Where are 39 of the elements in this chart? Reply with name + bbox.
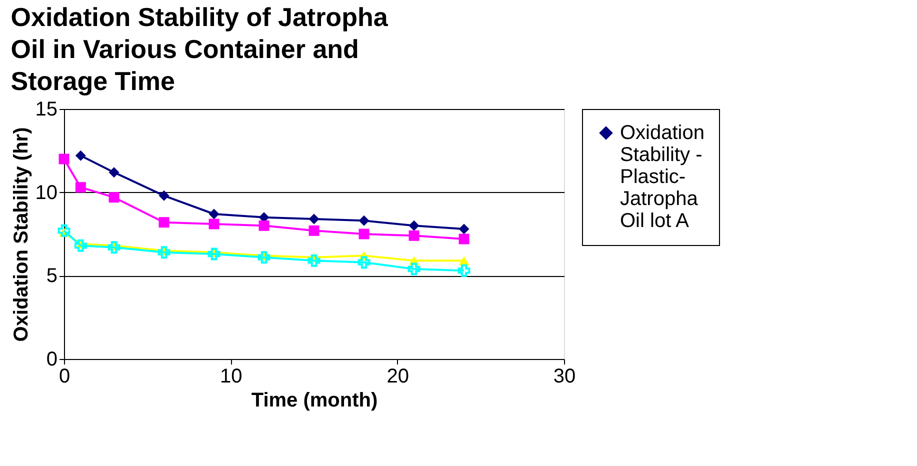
point	[308, 254, 320, 267]
point	[458, 264, 470, 277]
point	[358, 215, 370, 226]
point	[208, 218, 220, 230]
chart-title: Oxidation Stability of Jatropha Oil in Various Container and Storage Time	[10, 2, 388, 96]
point	[258, 251, 270, 264]
y-tick-label: 10	[35, 182, 58, 204]
point	[108, 167, 120, 178]
point	[208, 248, 220, 260]
point	[158, 217, 170, 228]
point	[408, 220, 420, 231]
point	[108, 192, 120, 203]
point	[258, 220, 270, 231]
y-tick-label: 15	[35, 98, 58, 120]
x-tick-label: 10	[220, 366, 242, 388]
y-axis-title: Oxidation Stability (hr)	[10, 127, 32, 342]
point	[358, 228, 370, 240]
point	[408, 262, 420, 276]
point	[308, 214, 320, 224]
point	[358, 256, 370, 269]
point	[308, 225, 320, 236]
y-tick-label: 5	[46, 265, 58, 288]
point	[408, 230, 420, 241]
point	[74, 239, 87, 252]
point	[458, 224, 470, 234]
x-tick-label: 20	[386, 366, 409, 388]
x-tick-label: 30	[553, 366, 576, 388]
point	[75, 182, 86, 193]
point	[158, 190, 170, 201]
point	[158, 246, 170, 259]
x-axis-title: Time (month)	[251, 390, 378, 412]
point	[108, 241, 120, 254]
point	[58, 224, 70, 237]
point	[208, 208, 220, 220]
point	[75, 150, 86, 161]
point	[458, 234, 470, 244]
y-tick-label: 0	[46, 348, 58, 370]
point	[58, 154, 70, 164]
legend-label: Oxidation Stability - Plastic- Jatropha Oil lot A	[620, 122, 704, 232]
